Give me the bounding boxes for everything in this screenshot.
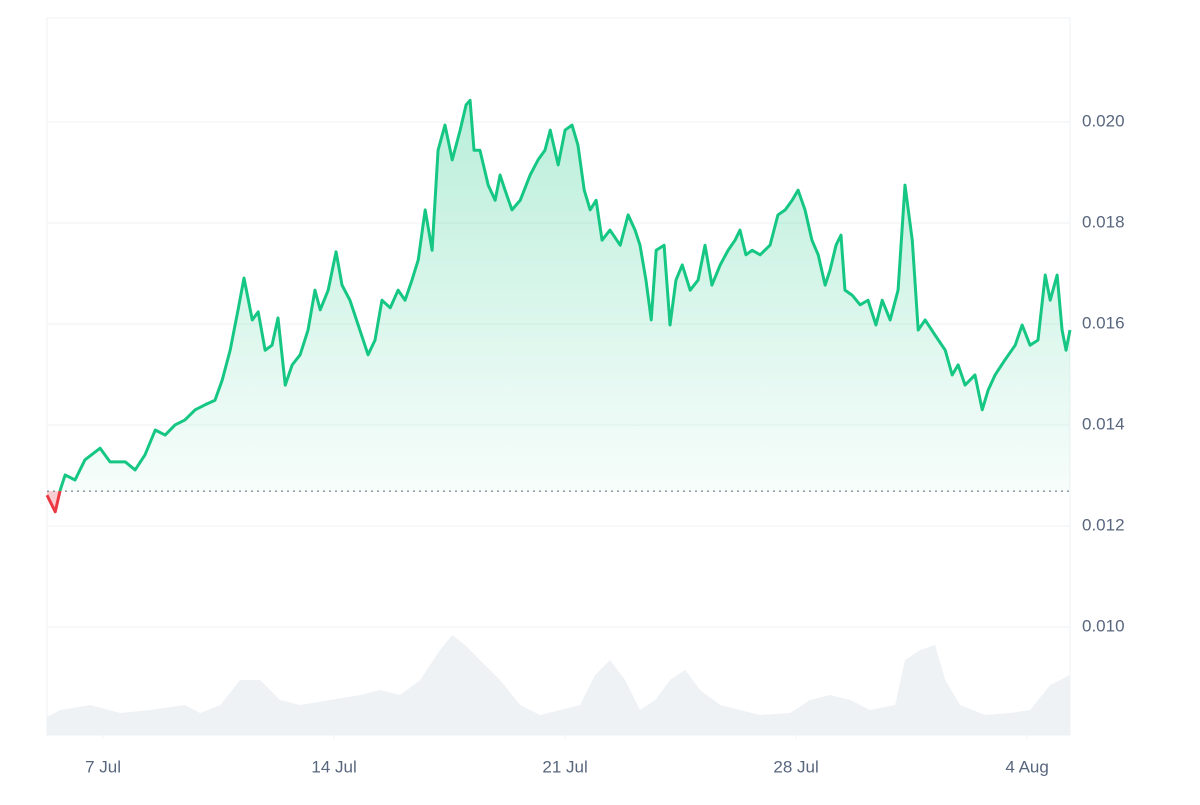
x-tick-label: 7 Jul [85,757,121,776]
x-tick-label: 4 Aug [1005,757,1049,776]
area-down [47,491,60,512]
x-tick-label: 21 Jul [542,757,587,776]
y-tick-label: 0.018 [1082,212,1125,231]
y-tick-label: 0.020 [1082,111,1125,130]
area-up [47,100,1070,492]
y-tick-label: 0.014 [1082,414,1125,433]
y-tick-label: 0.010 [1082,616,1125,635]
volume-area [47,635,1070,735]
x-tick-label: 14 Jul [311,757,356,776]
price-line-up [58,98,1072,492]
y-tick-label: 0.016 [1082,313,1125,332]
y-tick-label: 0.012 [1082,515,1125,534]
x-tick-label: 28 Jul [773,757,818,776]
